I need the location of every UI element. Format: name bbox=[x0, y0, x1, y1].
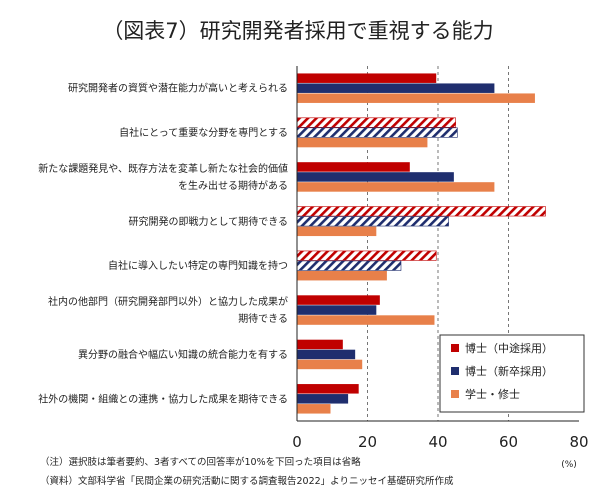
bars bbox=[296, 73, 546, 414]
bar-phd_mid-3 bbox=[296, 206, 546, 217]
bar-phd_mid-4 bbox=[296, 250, 437, 261]
x-tick-0: 0 bbox=[292, 433, 302, 451]
bar-phd_new-4 bbox=[296, 260, 402, 271]
bar-phd_new-1 bbox=[296, 127, 458, 138]
chart-title: （図表7）研究開発者採用で重視する能力 bbox=[102, 19, 493, 43]
category-label-5-1: 期待できる bbox=[238, 312, 288, 325]
bar-phd_new-0 bbox=[297, 83, 495, 93]
x-tick-60: 60 bbox=[499, 433, 518, 451]
unit-label: (%) bbox=[561, 460, 577, 470]
bar-phd_new-2 bbox=[297, 172, 454, 182]
legend-swatch-phd-mid bbox=[451, 344, 459, 352]
category-label-3-0: 研究開発の即戦力として期待できる bbox=[129, 215, 289, 228]
x-tick-20: 20 bbox=[358, 433, 377, 451]
axes bbox=[296, 66, 579, 422]
bar-phd_mid-0 bbox=[297, 73, 437, 83]
legend-swatch-phd-new bbox=[451, 367, 459, 375]
bar-phd_new-6 bbox=[297, 349, 356, 360]
bar-phd_mid-6 bbox=[297, 339, 343, 350]
bar-grad-1 bbox=[297, 137, 428, 148]
category-label-0-0: 研究開発者の資質や潜在能力が高いと考えられる bbox=[68, 82, 288, 95]
category-label-7-0: 社外の機関・組織との連携・協力した成果を期待できる bbox=[38, 392, 288, 405]
category-label-2-1: を生み出せる期待がある bbox=[178, 179, 288, 192]
bar-phd_mid-7 bbox=[297, 384, 359, 394]
x-tick-40: 40 bbox=[428, 433, 447, 451]
bar-phd_mid-2 bbox=[297, 162, 410, 172]
legend-label-grad: 学士・修士 bbox=[465, 387, 520, 401]
category-label-1-0: 自社にとって重要な分野を専門とする bbox=[119, 126, 288, 139]
source-line: （資料）文部科学省「民間企業の研究活動に関する調査報告2022」よりニッセイ基礎… bbox=[40, 475, 454, 487]
x-tick-labels: 0 20 40 60 80 bbox=[292, 433, 588, 451]
note-line: （注）選択肢は筆者要約、3者すべての回答率が10%を下回った項目は省略 bbox=[40, 456, 361, 468]
x-tick-80: 80 bbox=[569, 433, 588, 451]
bar-phd_mid-1 bbox=[296, 117, 456, 128]
bar-grad-2 bbox=[297, 182, 495, 192]
legend-label-phd-new: 博士（新卒採用） bbox=[465, 364, 553, 378]
category-labels: 研究開発者の資質や潜在能力が高いと考えられる自社にとって重要な分野を専門とする新… bbox=[38, 82, 288, 406]
category-label-4-0: 自社に導入したい特定の専門知識を持つ bbox=[108, 259, 288, 272]
bar-grad-4 bbox=[297, 270, 387, 281]
bar-grad-6 bbox=[297, 359, 363, 370]
bar-phd_mid-5 bbox=[297, 295, 380, 305]
legend-label-phd-mid: 博士（中途採用） bbox=[465, 341, 553, 355]
bar-grad-3 bbox=[297, 226, 377, 237]
legend: 博士（中途採用） 博士（新卒採用） 学士・修士 bbox=[439, 334, 585, 413]
bar-phd_new-5 bbox=[297, 305, 377, 315]
legend-swatch-grad bbox=[451, 390, 459, 398]
bar-grad-5 bbox=[297, 315, 435, 325]
category-label-5-0: 社内の他部門（研究開発部門以外）と協力した成果が bbox=[48, 295, 288, 308]
category-label-6-0: 異分野の融合や幅広い知識の統合能力を有する bbox=[78, 348, 288, 361]
category-label-2-0: 新たな課題発見や、既存方法を変革し新たな社会的価値 bbox=[38, 162, 288, 175]
bar-grad-0 bbox=[297, 93, 535, 103]
legend-box bbox=[439, 334, 585, 413]
bar-phd_new-3 bbox=[296, 216, 449, 227]
bar-phd_new-7 bbox=[297, 394, 349, 404]
bar-grad-7 bbox=[297, 404, 331, 414]
